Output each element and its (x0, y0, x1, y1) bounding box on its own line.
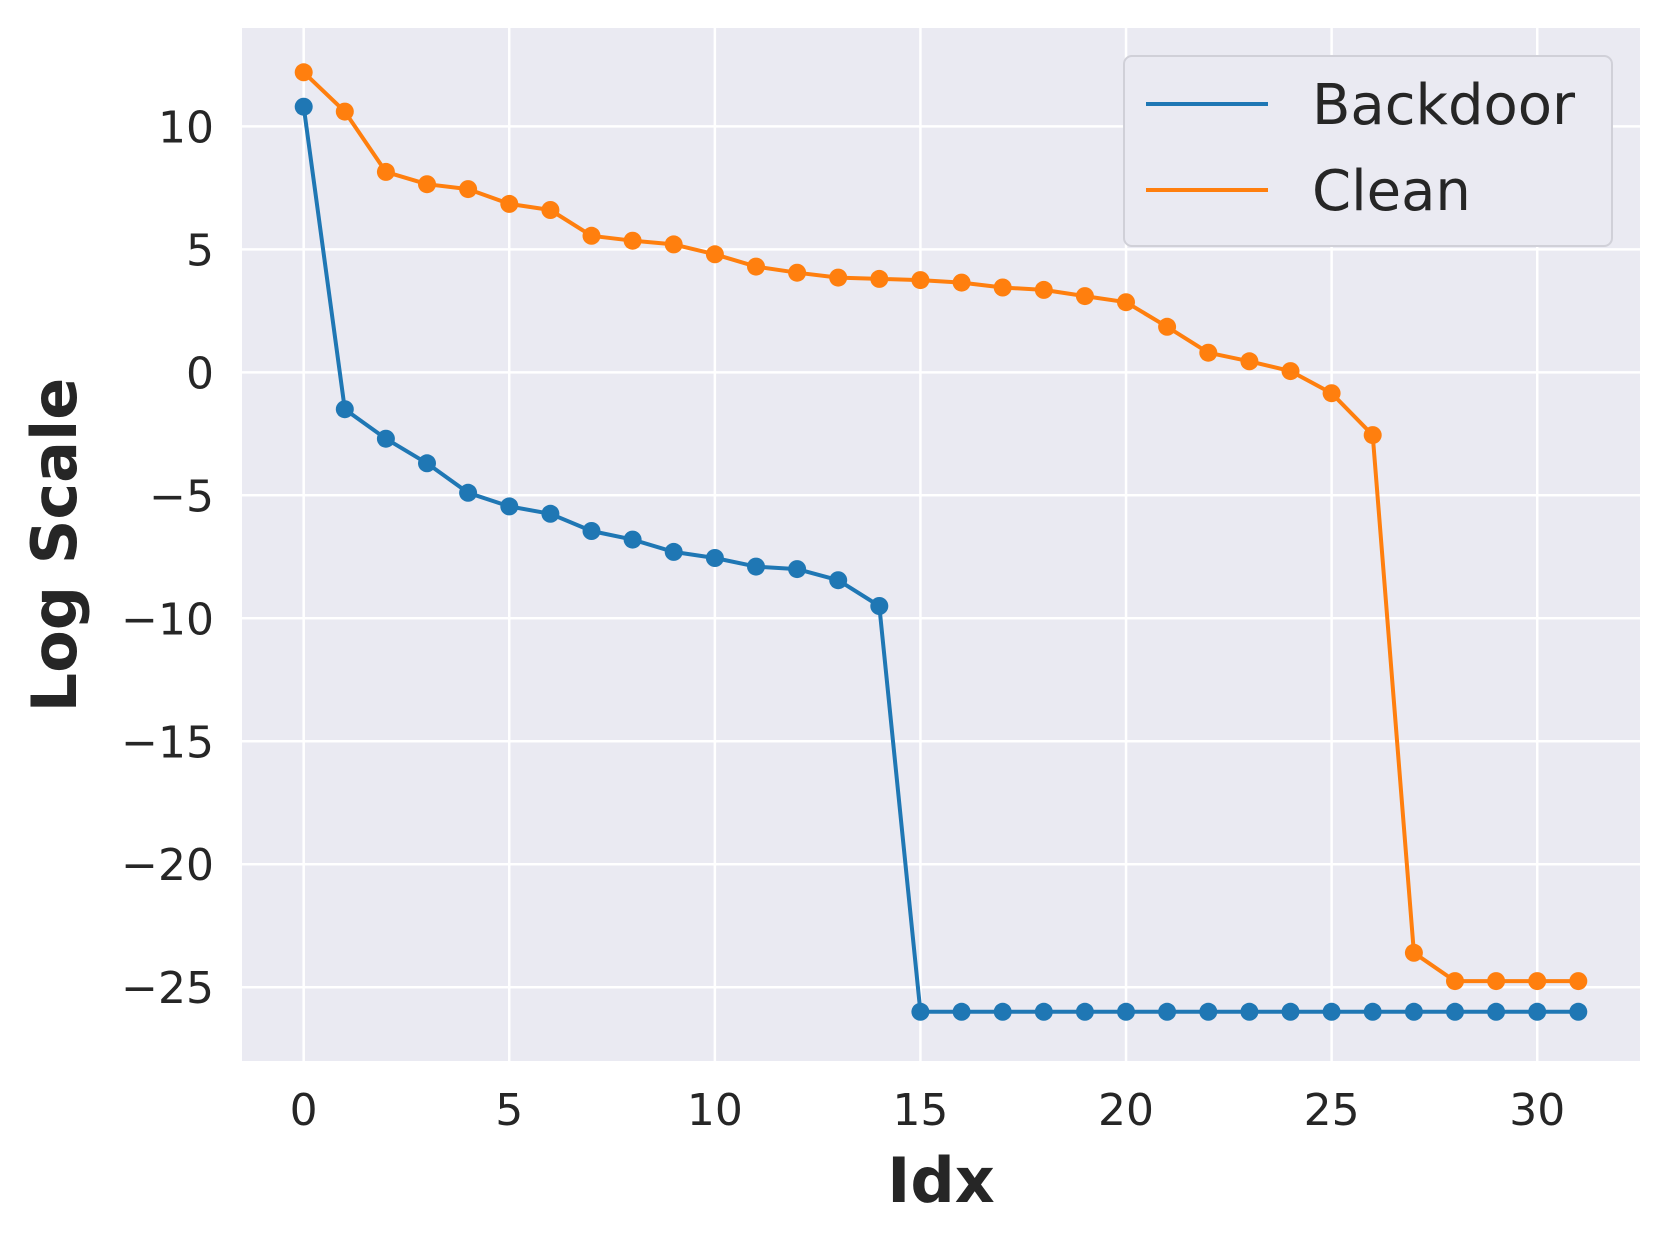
data-point-clean (1117, 293, 1135, 312)
data-point-backdoor (705, 549, 724, 567)
data-point-clean (376, 162, 395, 181)
data-point-clean (1322, 384, 1341, 403)
data-point-backdoor (1281, 1002, 1300, 1021)
data-point-backdoor (1240, 1002, 1259, 1021)
data-point-backdoor (1199, 1002, 1218, 1021)
data-point-backdoor (418, 454, 436, 473)
data-point-backdoor (1487, 1002, 1506, 1021)
data-point-clean (664, 235, 683, 254)
data-point-clean (623, 231, 642, 250)
data-point-clean (1075, 287, 1094, 306)
data-point-backdoor (1446, 1002, 1464, 1021)
legend-label-clean: Clean (1312, 159, 1471, 224)
data-point-clean (1446, 972, 1464, 991)
data-point-backdoor (541, 504, 560, 523)
data-point-backdoor (1322, 1002, 1341, 1021)
data-point-backdoor (1075, 1002, 1094, 1021)
data-point-backdoor (788, 560, 807, 579)
data-point-clean (294, 63, 313, 82)
y-axis-label: Log Scale (18, 378, 91, 713)
x-axis-label: Idx (887, 1144, 994, 1217)
data-point-clean (747, 257, 765, 276)
data-point-backdoor (1528, 1002, 1547, 1021)
data-point-backdoor (1158, 1002, 1177, 1021)
y-tick-label: −10 (121, 594, 214, 645)
data-point-clean (1158, 317, 1177, 336)
data-point-backdoor (1117, 1002, 1135, 1021)
data-point-clean (541, 201, 560, 219)
data-point-backdoor (1569, 1002, 1588, 1021)
y-tick-label: 5 (186, 225, 214, 276)
data-point-backdoor (747, 557, 765, 576)
y-tick-label: −15 (121, 717, 214, 768)
data-point-clean (1281, 362, 1300, 381)
data-point-clean (335, 102, 354, 121)
x-tick-label: 0 (290, 1085, 318, 1136)
data-point-clean (788, 263, 807, 282)
data-point-clean (582, 226, 601, 245)
data-point-clean (1487, 972, 1506, 991)
data-point-backdoor (1363, 1002, 1382, 1021)
data-point-clean (952, 273, 971, 292)
data-point-backdoor (993, 1002, 1012, 1021)
data-point-clean (1528, 972, 1547, 991)
data-point-clean (911, 271, 930, 290)
data-point-backdoor (1034, 1002, 1053, 1021)
legend-label-backdoor: Backdoor (1312, 73, 1576, 138)
series-backdoor (294, 97, 1588, 1021)
grid (242, 28, 1640, 1061)
tick-labels: 0 5 10 15 20 25 30 10 5 0 −5 −10 −15 −20 −25 (121, 102, 1565, 1136)
data-point-clean (1404, 943, 1423, 962)
x-tick-label: 30 (1509, 1085, 1565, 1136)
data-point-backdoor (582, 522, 601, 540)
data-point-clean (705, 245, 724, 264)
y-tick-label: −5 (149, 471, 214, 522)
data-point-backdoor (459, 483, 478, 502)
data-point-backdoor (911, 1002, 930, 1021)
y-tick-label: −25 (121, 963, 214, 1014)
data-point-backdoor (1404, 1002, 1423, 1021)
data-point-backdoor (664, 542, 683, 561)
data-point-backdoor (500, 497, 519, 516)
data-point-clean (1569, 972, 1588, 991)
data-point-clean (993, 278, 1012, 297)
data-point-clean (500, 194, 519, 213)
data-point-backdoor (870, 597, 889, 615)
data-point-backdoor (376, 429, 395, 448)
data-point-backdoor (829, 571, 848, 590)
x-tick-label: 5 (495, 1085, 523, 1136)
data-point-clean (1034, 280, 1053, 299)
legend: Backdoor Clean (1123, 55, 1613, 247)
series-layer (294, 63, 1588, 1021)
data-point-backdoor (623, 530, 642, 549)
y-tick-label: 10 (158, 102, 214, 153)
data-point-clean (1199, 343, 1218, 362)
series-clean (294, 63, 1588, 991)
x-tick-label: 10 (687, 1085, 743, 1136)
data-point-backdoor (294, 97, 313, 116)
data-point-clean (1363, 426, 1382, 445)
x-tick-label: 15 (892, 1085, 948, 1136)
x-tick-label: 25 (1304, 1085, 1360, 1136)
data-point-clean (870, 269, 889, 288)
x-tick-label: 20 (1098, 1085, 1154, 1136)
y-tick-label: 0 (186, 348, 214, 399)
data-point-clean (459, 180, 478, 199)
y-tick-label: −20 (121, 840, 214, 891)
data-point-backdoor (952, 1002, 971, 1021)
data-point-backdoor (335, 400, 354, 419)
data-point-clean (418, 175, 436, 194)
data-point-clean (1240, 352, 1259, 371)
data-point-clean (829, 268, 848, 287)
